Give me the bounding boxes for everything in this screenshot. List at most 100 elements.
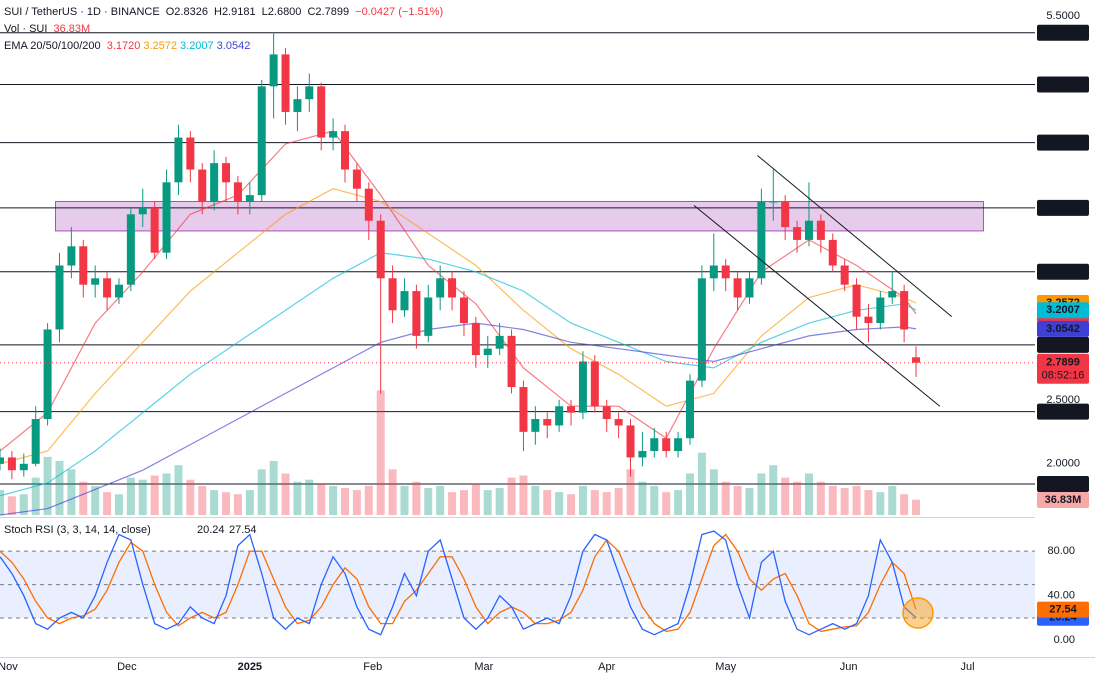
candle-body xyxy=(650,438,659,452)
volume-bar xyxy=(507,477,516,515)
x-tick-label: 2025 xyxy=(238,661,262,673)
volume-bar xyxy=(352,490,361,515)
volume-bar xyxy=(329,485,338,515)
candle-body xyxy=(281,54,290,112)
level-tag-bg xyxy=(1037,403,1089,420)
level-tag: 4.5100 xyxy=(1046,137,1080,149)
volume-bar xyxy=(721,481,730,515)
candle-body xyxy=(150,207,159,253)
volume-bar xyxy=(852,485,861,515)
ema-line xyxy=(0,188,917,465)
price-tag-bg xyxy=(1037,353,1089,384)
volume-bar xyxy=(840,488,849,515)
volume-bar xyxy=(341,488,349,515)
x-tick-label: Apr xyxy=(598,661,615,673)
volume-bar xyxy=(114,494,123,515)
x-tick-label: Jul xyxy=(961,661,975,673)
volume-bar xyxy=(19,494,28,515)
candle-body xyxy=(781,201,790,228)
candle-body xyxy=(662,438,671,452)
ohlc-low: L2.6800 xyxy=(261,6,302,18)
volume-tag: 36.83M xyxy=(1045,494,1082,506)
rsi-title: Stoch RSI (3, 3, 14, 14, close) xyxy=(4,524,151,536)
volume-bar xyxy=(876,492,885,515)
level-tag-bg xyxy=(1037,336,1089,353)
volume-bar xyxy=(79,481,88,515)
volume-bar xyxy=(55,461,64,515)
volume-bar xyxy=(614,488,623,515)
candle-body xyxy=(912,357,921,363)
x-tick-label: Mar xyxy=(474,661,493,673)
volume-bar xyxy=(43,456,52,515)
ema-value: 3.2572 xyxy=(143,40,178,52)
volume-bar xyxy=(864,490,873,515)
candle-body xyxy=(638,451,647,458)
volume-bar xyxy=(245,490,254,515)
candle-body xyxy=(555,406,564,426)
level-tag: 5.3690 xyxy=(1046,27,1080,39)
candle-body xyxy=(222,163,231,183)
rsi-line xyxy=(0,530,917,636)
candle-body xyxy=(31,419,40,464)
highlight-circle xyxy=(902,597,934,629)
resistance-zone xyxy=(55,201,984,232)
level-tag-bg xyxy=(1037,134,1089,151)
symbol: SUI / TetherUS · 1D · BINANCE xyxy=(4,6,160,18)
countdown: 08:52:16 xyxy=(1042,370,1085,382)
volume-bar xyxy=(674,490,683,515)
candle-body xyxy=(198,169,207,202)
volume-bar xyxy=(757,473,766,515)
level-tag: 1.8425 xyxy=(1046,478,1080,490)
candle-body xyxy=(864,316,873,324)
candle-body xyxy=(471,323,480,356)
volume-bar xyxy=(709,469,718,515)
candle-body xyxy=(804,220,813,240)
volume-bar xyxy=(198,485,207,515)
rsi-legend-value: 20.24 xyxy=(197,524,225,536)
candle-body xyxy=(174,137,183,183)
ema-tag-bg xyxy=(1037,320,1089,337)
ema-line xyxy=(0,252,917,497)
volume-bar xyxy=(662,492,671,515)
volume-bar xyxy=(376,390,385,515)
volume-bar xyxy=(210,490,219,515)
candle-body xyxy=(233,182,242,202)
volume-bar xyxy=(483,490,492,515)
volume-bar xyxy=(686,473,694,515)
rsi-tag-bg xyxy=(1037,601,1089,618)
ohlc-change: −0.0427 (−1.51%) xyxy=(355,6,444,18)
candle-body xyxy=(769,201,778,203)
candle-body xyxy=(0,457,4,464)
candle-body xyxy=(674,438,683,452)
volume-bar xyxy=(888,485,897,515)
candle-body xyxy=(305,86,314,100)
volume-bar xyxy=(281,473,290,515)
candle-body xyxy=(745,278,754,298)
volume-bar xyxy=(269,461,278,515)
volume-bar xyxy=(471,483,480,515)
candle-body xyxy=(186,137,195,170)
volume-bar xyxy=(531,485,540,515)
candle-body xyxy=(376,220,385,279)
candle-body xyxy=(400,291,409,311)
level-tag-bg xyxy=(1037,475,1089,492)
candle-body xyxy=(138,207,147,215)
candle-body xyxy=(43,329,52,420)
volume-bar xyxy=(459,490,468,515)
x-tick-label: May xyxy=(715,661,736,673)
candle-body xyxy=(7,457,16,471)
volume-bar xyxy=(650,485,659,515)
volume-row: Vol · SUI 36.83M xyxy=(4,21,446,38)
volume-bar xyxy=(400,485,409,515)
candle-body xyxy=(578,361,587,413)
volume-bar xyxy=(305,479,314,515)
volume-bar xyxy=(769,465,778,515)
volume-bar xyxy=(293,481,302,515)
candle-body xyxy=(103,278,112,298)
x-tick-label: Feb xyxy=(363,661,382,673)
ema-row: EMA 20/50/100/200 3.1720 3.2572 3.2007 3.05… xyxy=(4,38,446,55)
rsi-band-fill xyxy=(0,551,1035,619)
level-tag-bg xyxy=(1037,24,1089,41)
